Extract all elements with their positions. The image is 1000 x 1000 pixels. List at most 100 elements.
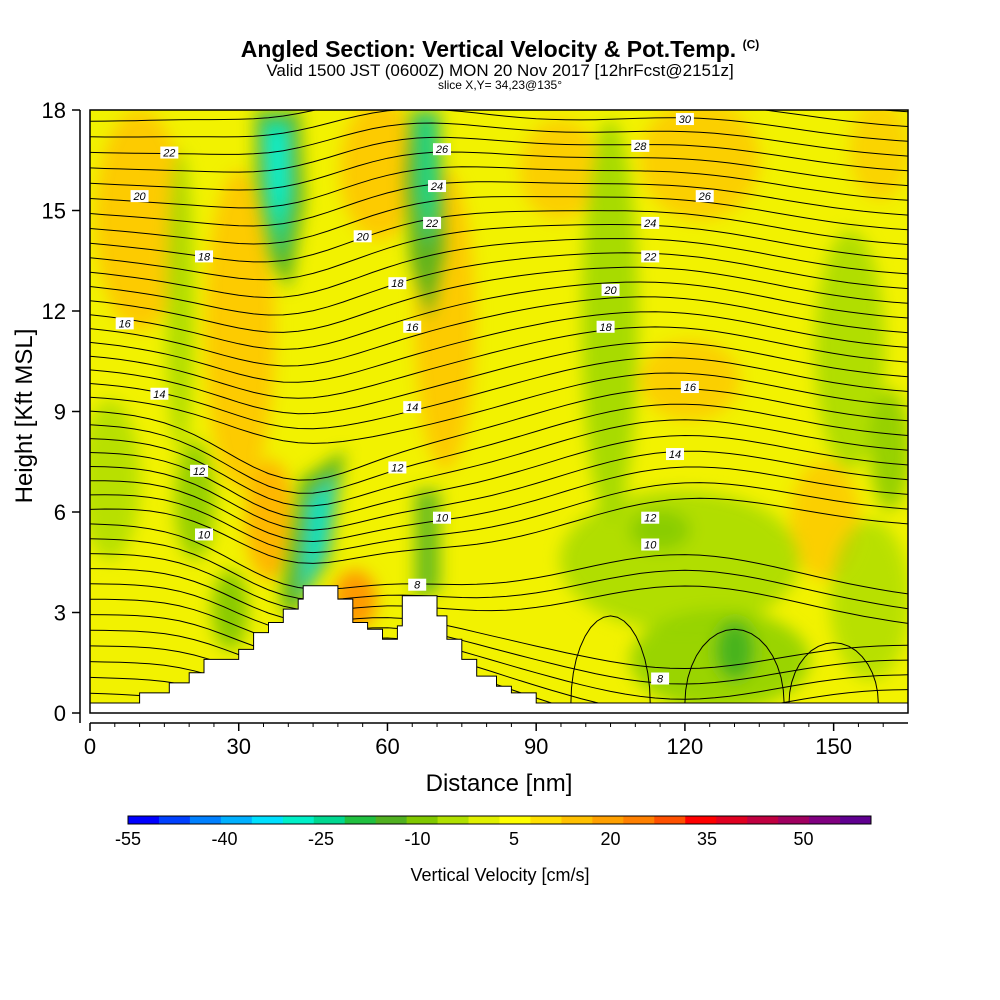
contour-label: 14 bbox=[669, 449, 681, 461]
isentrope-line bbox=[90, 568, 908, 670]
contour-label: 28 bbox=[633, 141, 647, 153]
colorbar-title: Vertical Velocity [cm/s] bbox=[410, 865, 589, 885]
isentrope-line bbox=[90, 196, 908, 245]
contour-label-bg bbox=[432, 511, 451, 524]
isentrope-line bbox=[90, 311, 908, 383]
contour-label-bg bbox=[641, 216, 660, 229]
colorbar-swatch bbox=[282, 816, 315, 824]
contour-label-bg bbox=[423, 216, 442, 229]
colorbar-swatch bbox=[499, 816, 531, 824]
isentrope-line bbox=[90, 151, 908, 191]
contour-label: 16 bbox=[406, 322, 419, 334]
contour-label: 22 bbox=[643, 251, 656, 263]
colorbar bbox=[127, 815, 872, 825]
isentrope-line bbox=[90, 70, 908, 98]
isentrope-dome bbox=[788, 642, 879, 704]
contour-label-bg bbox=[115, 317, 134, 330]
contour-label: 8 bbox=[414, 580, 421, 592]
colorbar-swatch bbox=[592, 816, 624, 824]
isentrope-line bbox=[90, 523, 908, 595]
contour-label: 20 bbox=[356, 231, 370, 243]
contour-label-bg bbox=[651, 672, 670, 685]
contour-label: 26 bbox=[435, 144, 449, 156]
contour-label: 20 bbox=[132, 191, 146, 203]
colorbar-tick-label: 5 bbox=[509, 829, 519, 849]
contour-label-bg bbox=[195, 528, 214, 541]
isentrope-line bbox=[90, 223, 908, 281]
isentrope-line bbox=[90, 110, 908, 142]
colorbar-swatch bbox=[220, 816, 253, 824]
contour-label: 12 bbox=[193, 466, 205, 478]
contour-label: 22 bbox=[162, 148, 175, 160]
isentrope-dome bbox=[684, 628, 785, 704]
colorbar-tick-label: -10 bbox=[404, 829, 430, 849]
x-axis-ticks: 0 30 60 90 120 150 bbox=[84, 723, 884, 759]
colorbar-swatch bbox=[128, 816, 160, 824]
x-axis-title: Distance [nm] bbox=[426, 770, 573, 797]
contour-label-bg bbox=[403, 401, 422, 414]
title-mark: (C) bbox=[742, 37, 760, 52]
contour-label: 14 bbox=[153, 389, 165, 401]
colorbar-swatch bbox=[685, 816, 717, 824]
isentrope-line bbox=[90, 166, 908, 209]
colorbar-swatch bbox=[189, 816, 222, 824]
contour-label: 12 bbox=[644, 513, 656, 525]
isentrope-line bbox=[90, 122, 908, 157]
isentrope-line bbox=[90, 403, 908, 494]
colorbar-swatch bbox=[654, 816, 686, 824]
colorbar-swatch bbox=[313, 816, 346, 824]
x-tick-label: 30 bbox=[226, 734, 250, 759]
contour-label: 18 bbox=[599, 322, 612, 334]
isentrope-line bbox=[90, 281, 908, 350]
contour-label-bg bbox=[641, 511, 660, 524]
isentrope-line bbox=[90, 553, 908, 624]
contour-label-bg bbox=[665, 448, 684, 461]
colorbar-swatch bbox=[778, 816, 810, 824]
isentrope-line bbox=[878, 110, 908, 113]
colorbar-tick-labels: -55 -40 -25 -10 5 20 35 50 bbox=[115, 829, 814, 849]
contour-label: 10 bbox=[644, 540, 657, 552]
colorbar-frame bbox=[127, 815, 872, 825]
contour-label-bg bbox=[130, 190, 149, 203]
isentrope-line bbox=[90, 136, 908, 173]
colorbar-tick-label: 20 bbox=[600, 829, 620, 849]
colorbar-swatch bbox=[468, 816, 500, 824]
contour-label-bg bbox=[428, 180, 447, 193]
contour-label-bg bbox=[190, 464, 209, 477]
isentrope-line bbox=[90, 252, 908, 316]
colorbar-tick-label: 35 bbox=[697, 829, 717, 849]
colorbar-tick-label: -40 bbox=[211, 829, 237, 849]
colorbar-swatch bbox=[437, 816, 469, 824]
contour-label-bg bbox=[432, 143, 451, 156]
y-tick-label: 3 bbox=[54, 601, 66, 626]
contour-label: 16 bbox=[684, 382, 697, 394]
contour-label: 20 bbox=[603, 285, 617, 297]
contour-label: 10 bbox=[436, 513, 449, 525]
x-tick-label: 150 bbox=[815, 734, 852, 759]
isentrope-line bbox=[90, 450, 908, 531]
contour-label: 12 bbox=[391, 462, 403, 474]
contour-label: 16 bbox=[119, 318, 132, 330]
contour-label: 26 bbox=[698, 191, 712, 203]
colorbar-swatch bbox=[561, 816, 593, 824]
colorbar-swatch bbox=[375, 816, 408, 824]
colorbar-tick-label: -55 bbox=[115, 829, 141, 849]
y-axis-title: Height [Kft MSL] bbox=[11, 329, 38, 504]
colorbar-swatch bbox=[251, 816, 284, 824]
isentrope-line bbox=[90, 210, 908, 263]
isentrope-line bbox=[90, 466, 908, 543]
contour-label-bg bbox=[353, 230, 372, 243]
contour-label-bg bbox=[675, 113, 694, 126]
y-tick-label: 0 bbox=[54, 701, 66, 726]
colorbar-swatch bbox=[840, 816, 872, 824]
isentrope-line bbox=[90, 419, 908, 507]
isentrope-line bbox=[90, 296, 908, 367]
isentrope-line bbox=[90, 629, 908, 713]
contour-label-bg bbox=[601, 283, 620, 296]
isentrope-line bbox=[90, 110, 908, 127]
isentrope-line bbox=[90, 434, 908, 519]
vertical-velocity-field bbox=[90, 110, 908, 713]
x-tick-label: 90 bbox=[524, 734, 548, 759]
contour-label-bg bbox=[195, 250, 214, 263]
